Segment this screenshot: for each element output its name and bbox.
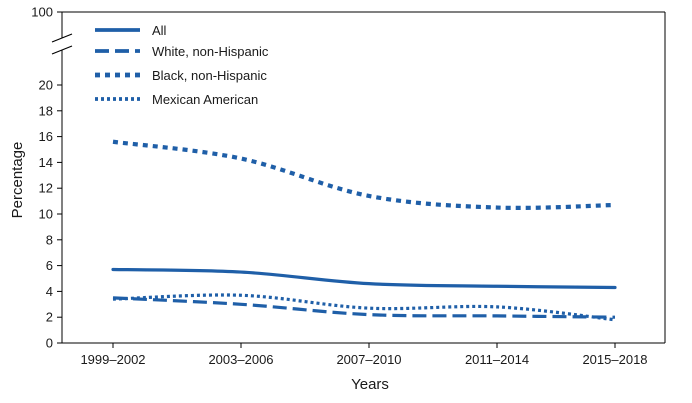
series-line-white-non-hispanic	[112, 296, 616, 319]
x-tick-label: 2007–2010	[336, 352, 401, 367]
x-tick-label: 2003–2006	[208, 352, 273, 367]
y-tick-label: 16	[39, 129, 53, 144]
x-tick-label: 1999–2002	[80, 352, 145, 367]
x-axis-title: Years	[351, 376, 389, 393]
axes: 0 2 4 6 8 10 12 14 16 18 20 100 1999–2002 2003–2006 20…	[31, 5, 666, 367]
y-tick-label: 14	[39, 155, 53, 170]
axis-break-mark	[51, 33, 73, 43]
y-tick-label: 12	[39, 181, 53, 196]
y-tick-label: 0	[46, 336, 53, 351]
y-tick-label: 2	[46, 310, 53, 325]
y-tick-label-top: 100	[31, 5, 53, 20]
x-tick-label: 2011–2014	[465, 352, 529, 367]
legend-label: Black, non-Hispanic	[152, 68, 267, 83]
series-line-all	[111, 267, 617, 290]
y-tick-label: 8	[46, 232, 53, 247]
y-tick-label: 20	[39, 78, 53, 93]
y-tick-label: 18	[39, 103, 53, 118]
legend-label: Mexican American	[152, 92, 258, 107]
axis-break-mark	[51, 45, 73, 55]
y-tick-label: 10	[39, 207, 53, 222]
legend-label: White, non-Hispanic	[152, 44, 269, 59]
y-tick-label: 6	[46, 258, 53, 273]
legend: All White, non-Hispanic Black, non-Hispani…	[95, 23, 269, 107]
y-tick-label: 4	[46, 284, 53, 299]
y-axis-title: Percentage	[9, 142, 26, 219]
series-line-black-non-hispanic	[112, 139, 616, 211]
legend-label: All	[152, 23, 167, 38]
series-group	[111, 139, 617, 322]
x-tick-label: 2015–2018	[582, 352, 647, 367]
